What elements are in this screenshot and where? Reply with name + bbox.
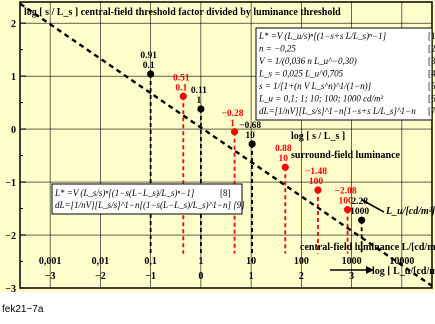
legend-bottom-ref: [8] xyxy=(220,188,231,198)
data-point xyxy=(358,216,366,224)
lu-label: L_u/[cd/m²] xyxy=(385,206,435,217)
x-tick-label: 1 xyxy=(249,271,254,282)
data-label-2: 0.1 xyxy=(143,61,155,71)
data-label-2: 1 xyxy=(197,96,202,106)
x-axis-label: log [ L_u/[cd/m²] ] xyxy=(372,266,435,277)
luminance-tick-label: 1 xyxy=(198,256,203,267)
legend-top-ref: [6 xyxy=(428,94,435,104)
legend-box-top xyxy=(255,27,433,121)
legend-top-line: V = 1/(0,036 n L_u^−0,30) xyxy=(259,56,357,66)
luminance-tick-label: 0,001 xyxy=(39,256,62,267)
data-point xyxy=(197,105,205,113)
data-label-2: 10 xyxy=(279,154,289,164)
data-point xyxy=(147,70,155,78)
x-tick-label: 0 xyxy=(198,271,203,282)
data-label: −1.48 xyxy=(305,167,327,177)
legend-top-ref: [5 xyxy=(428,81,435,91)
x-tick-label: −3 xyxy=(45,271,56,282)
data-label: 0.11 xyxy=(191,86,207,96)
legend-top-ref: [2 xyxy=(428,44,435,54)
y-tick-label: −2 xyxy=(5,231,16,242)
data-label: 2.28 xyxy=(351,197,368,207)
data-label-2: 1000 xyxy=(350,207,369,217)
data-label: 0.51 xyxy=(173,73,190,83)
luminance-tick-label: 0,1 xyxy=(144,256,157,267)
x-axis-arrowhead xyxy=(366,266,374,274)
data-point xyxy=(248,140,256,148)
data-point xyxy=(314,186,322,194)
data-label: 0.91 xyxy=(140,51,157,61)
x-tick-label: −2 xyxy=(95,271,106,282)
luminance-tick-label: 1000 xyxy=(342,256,362,267)
data-point xyxy=(230,128,239,136)
luminance-tick-label: 100 xyxy=(294,256,309,267)
surround-subtitle: surround-field luminance xyxy=(291,150,401,161)
x-tick-label: 3 xyxy=(349,271,354,282)
data-label: 0.88 xyxy=(275,144,292,154)
legend-bottom-line: L* =V (L_s/s)ⁿ[(1−s(L−L_s)/L_s)ⁿ−1] xyxy=(54,188,195,198)
legend-top-line: L_s = 0,025 L_u^0,705 xyxy=(258,69,344,79)
legend-top-line: dL=[1/nV][L_s/s]^1−n[1−s+s L/L_s]^1−n xyxy=(259,106,416,116)
data-point xyxy=(179,92,187,100)
y-tick-label: −3 xyxy=(5,284,16,292)
legend-box-bottom xyxy=(51,183,243,215)
data-label-2: 10 xyxy=(245,131,255,141)
y-tick-label: −1 xyxy=(5,178,16,189)
legend-top-line: L_u = 0,1; 1; 10; 100; 1000 cd/m² xyxy=(258,94,384,104)
chart-title: log [ s / L_s ] central-field threshold … xyxy=(24,7,341,18)
data-label-2: 1 xyxy=(230,119,235,129)
legend-top-line: L* =V (L_u/s)ⁿ[(1−s+s L/L_s)ⁿ−1] xyxy=(258,31,387,41)
y-tick-label: 1 xyxy=(11,72,16,83)
x-tick-label: −1 xyxy=(145,271,156,282)
lu-arrow xyxy=(361,199,385,213)
data-label-2: 100 xyxy=(309,177,324,187)
series-line xyxy=(19,2,433,287)
legend-top-ref: [4 xyxy=(428,69,435,79)
figure-caption: fek21−7a xyxy=(2,304,44,315)
luminance-tick-label: 10 xyxy=(246,256,256,267)
luminance-tick-label: 0,01 xyxy=(92,256,110,267)
data-label: −0.68 xyxy=(239,121,261,131)
data-label: −0.28 xyxy=(222,109,244,119)
legend-top-ref: [1 xyxy=(428,31,435,41)
data-label-2: 100 xyxy=(338,197,353,207)
legend-top-ref: [3 xyxy=(428,56,435,66)
legend-top-line: n = −0,25 xyxy=(259,44,296,54)
x-tick-label: 2 xyxy=(299,271,304,282)
legend-top-ref: [7 xyxy=(428,106,435,116)
legend-top-line: s = 1/[1+(n V L_s^n)^1/(1−n)] xyxy=(259,81,372,91)
legend-bottom-line: dL=[1/nV][L_s/s]^1−n[(1−s(L−L_s)/L_s)^1−… xyxy=(55,200,245,210)
surround-title: log [ s / L_s ] xyxy=(291,131,345,142)
x-axis2-label: central-field luminance L/[cd/m²] xyxy=(300,242,435,253)
data-point xyxy=(281,163,289,171)
y-tick-label: 2 xyxy=(11,19,16,30)
luminance-tick-label: 10000 xyxy=(389,256,414,267)
y-tick-label: 0 xyxy=(11,125,16,136)
data-label: −2.08 xyxy=(335,187,357,197)
data-label-2: 0.1 xyxy=(175,83,187,93)
data-point xyxy=(343,206,352,214)
